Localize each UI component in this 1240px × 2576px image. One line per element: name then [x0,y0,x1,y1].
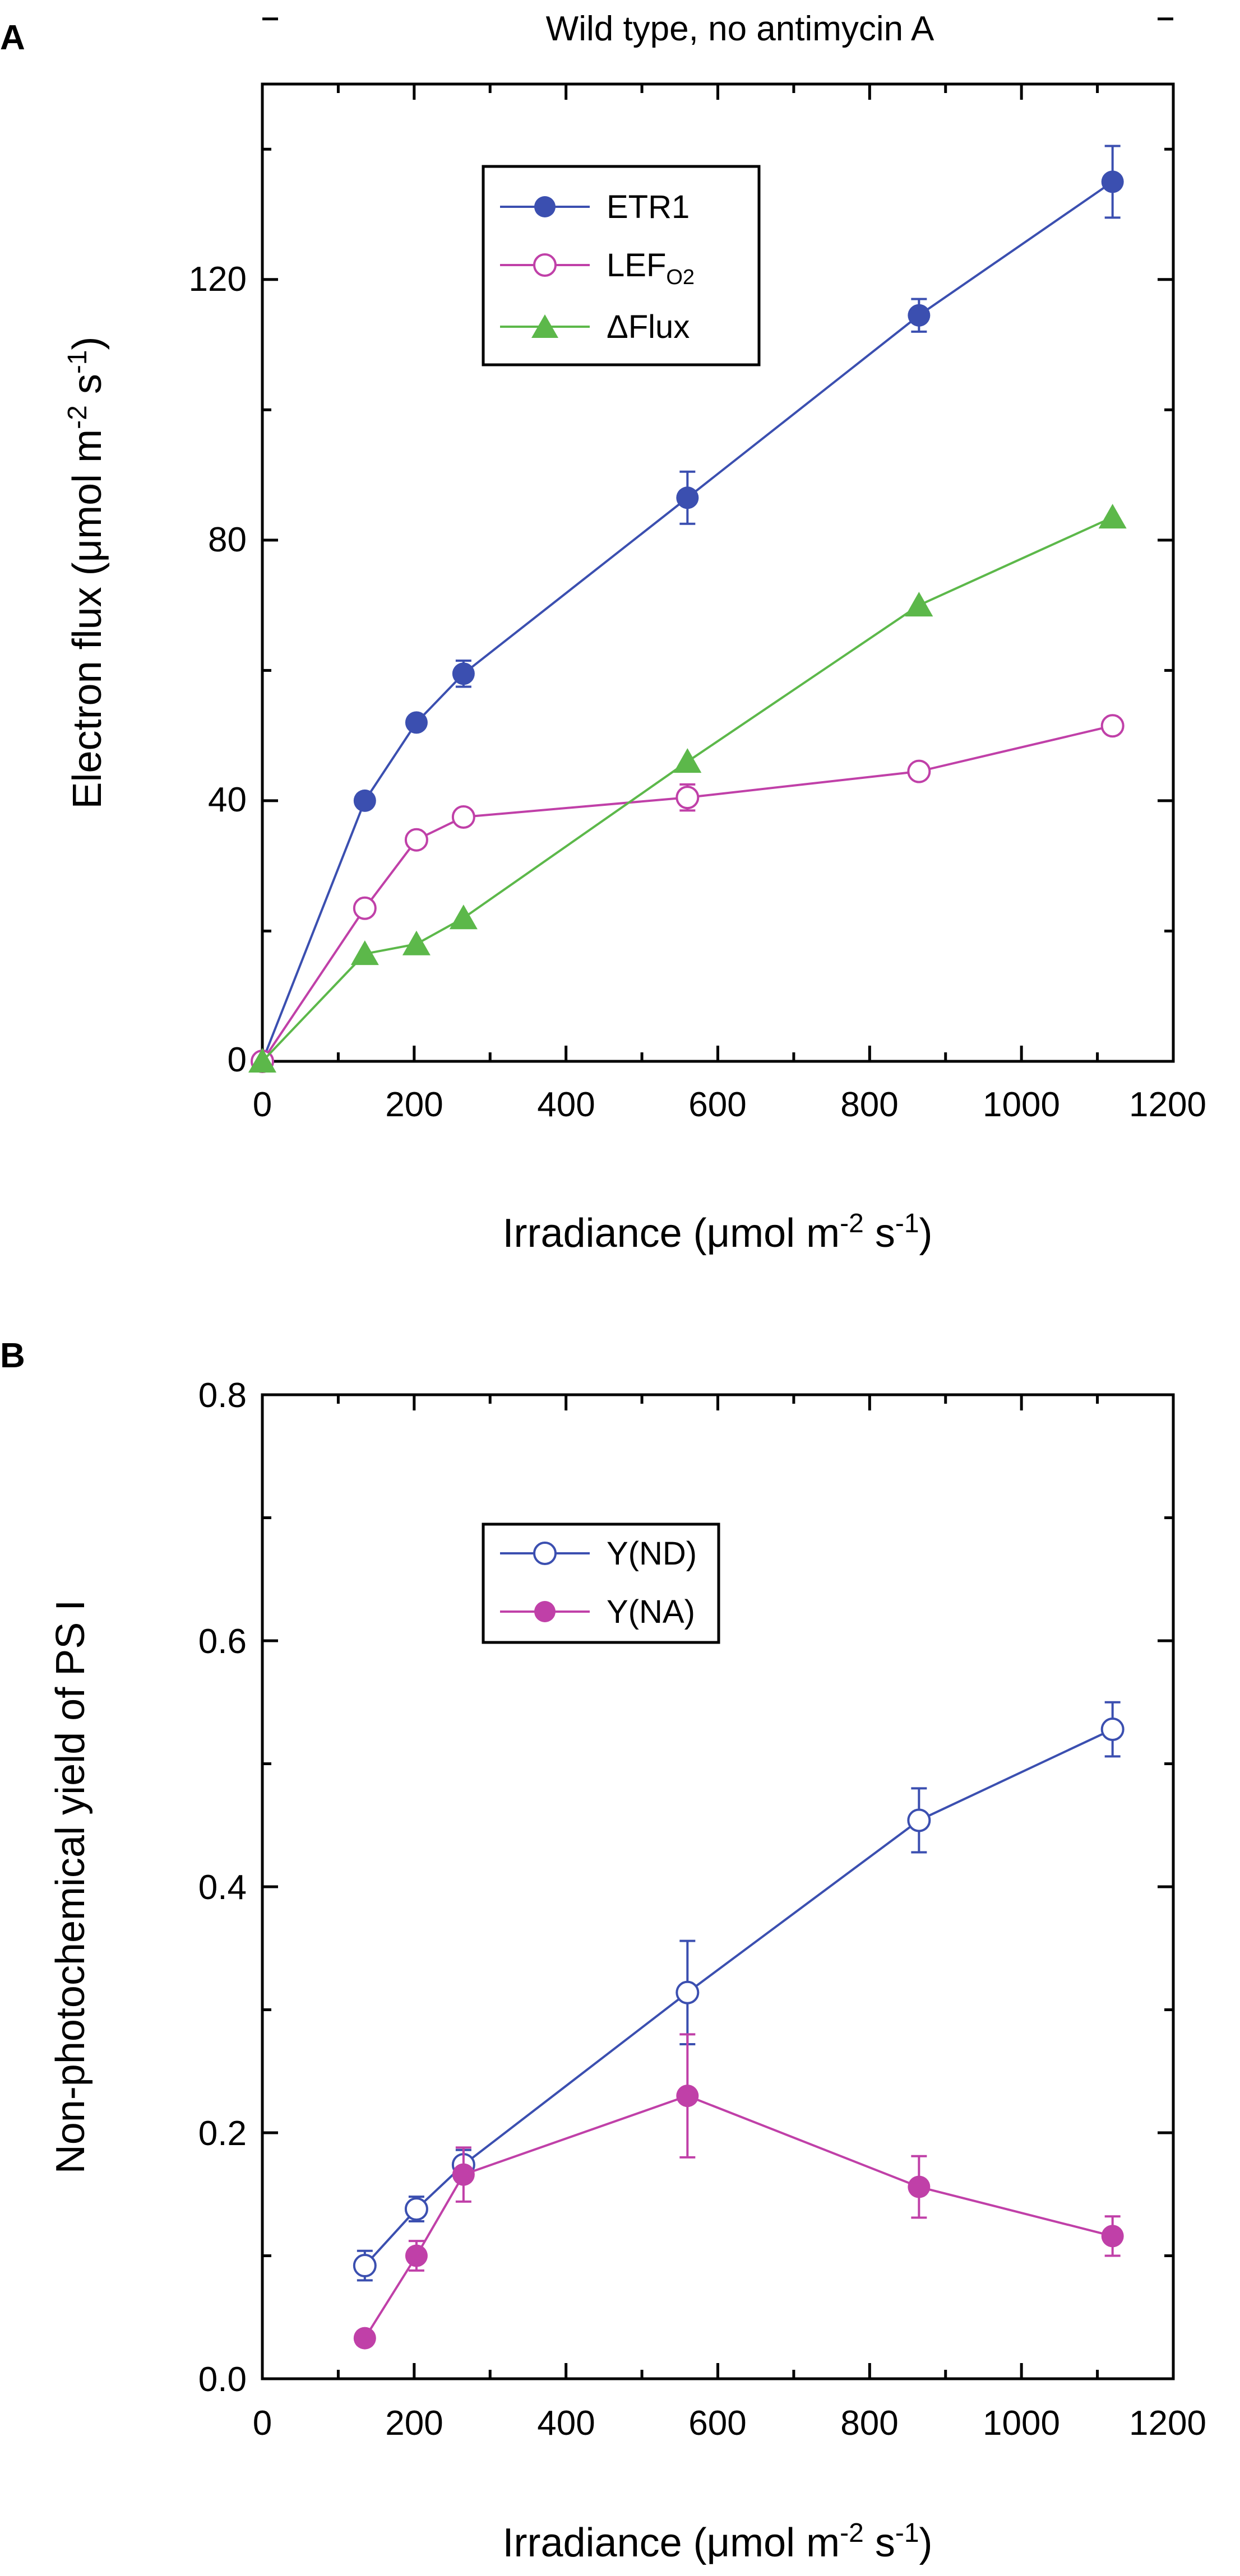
panel-b-legend-box [482,1523,720,1644]
data-point-flux [350,940,379,966]
data-point-flux [1098,504,1127,529]
panel-b-data [353,1701,1125,2350]
data-point-lefo2 [907,759,931,783]
panel-b-legend: Y(ND) Y(NA) [482,1523,720,1644]
panel-b-ytick-label: 0.0 [198,2360,247,2399]
data-point-etr1 [353,789,376,812]
panel-b: B 0.0 0.2 0.4 0.6 0.8 0 200 400 600 800 … [0,1336,1206,2565]
panel-a-letter: A [0,18,25,57]
data-point-flux [905,592,933,617]
panel-a-xtick-label: 400 [537,1085,595,1124]
data-point-flux [449,904,478,930]
data-point-flux [402,930,431,955]
panel-a-ticks [261,17,1175,1063]
panel-a-data [248,145,1127,1073]
panel-b-ytick-label: 0.8 [198,1376,247,1415]
data-point-flux [248,1048,276,1073]
panel-a-y-axis-label: Electron flux (μmol m-2 s-1) [63,336,110,809]
panel-a-xtick-label: 0 [253,1085,272,1124]
panel-a-xtick-label: 600 [688,1085,746,1124]
panel-a-legend: ETR1 LEFO2 ΔFlux [482,165,761,366]
panel-a-title: Wild type, no antimycin A [546,10,934,48]
panel-b-x-axis-label: Irradiance (μmol m-2 s-1) [502,2518,932,2565]
panel-a-ytick-label: 120 [189,260,247,299]
data-point-ynd [353,2254,377,2278]
panel-b-xtick-label: 0 [253,2404,272,2443]
data-point-etr1 [405,711,428,734]
legend-yna-label: Y(NA) [607,1594,695,1630]
legend-etr1-marker [534,196,556,217]
data-point-lefo2 [404,828,428,852]
panel-a-xtick-label: 200 [385,1085,443,1124]
panel-a-xtick-label: 1200 [1129,1085,1206,1124]
panel-b-y-axis-label: Non-photochemical yield of PS I [48,1600,93,2174]
legend-lefo2-marker [533,253,557,277]
panel-b-xtick-label: 600 [688,2404,746,2443]
data-point-etr1 [676,486,699,509]
panel-b-letter: B [0,1336,25,1375]
data-point-yna [908,2175,931,2198]
data-point-ynd [404,2197,428,2221]
panel-b-ytick-label: 0.6 [198,1622,247,1661]
panel-a: A Wild type, no antimycin A 0 40 80 120 … [0,10,1206,1256]
panel-a-xtick-label: 1000 [983,1085,1060,1124]
panel-b-ytick-label: 0.2 [198,2114,247,2153]
series-line-ynd [364,1728,1113,2267]
panel-b-ytick-label: 0.4 [198,1868,247,1907]
data-point-lefo2 [675,786,700,810]
panel-b-xtick-label: 1000 [983,2404,1060,2443]
panel-a-x-axis-label: Irradiance (μmol m-2 s-1) [502,1209,932,1256]
legend-dflux-label: ΔFlux [607,309,690,345]
panel-a-xtick-label: 800 [840,1085,898,1124]
data-point-etr1 [452,662,475,685]
data-point-lefo2 [1100,714,1125,738]
data-point-etr1 [908,304,931,327]
data-point-etr1 [1101,170,1124,193]
data-point-yna [676,2085,699,2108]
series-line-yna [364,2095,1113,2339]
panel-b-ticks [261,1393,1175,2380]
legend-dflux-marker [531,314,558,338]
legend-ynd-label: Y(ND) [607,1535,697,1572]
data-point-yna [452,2163,475,2186]
legend-etr1-label: ETR1 [607,189,690,225]
data-point-lefo2 [353,896,377,920]
data-point-yna [353,2327,376,2350]
data-point-flux [673,748,702,773]
data-point-ynd [675,1980,700,2004]
panel-a-ytick-label: 0 [228,1041,247,1079]
panel-a-ytick-label: 80 [208,521,247,559]
series-line-lefo2 [261,725,1113,1062]
data-point-ynd [907,1808,931,1832]
panel-b-xtick-label: 200 [385,2404,443,2443]
data-point-yna [1101,2225,1124,2248]
data-point-ynd [1100,1718,1125,1742]
panel-b-xtick-label: 400 [537,2404,595,2443]
panel-b-xtick-label: 1200 [1129,2404,1206,2443]
data-point-lefo2 [451,805,475,829]
legend-ynd-marker [533,1542,557,1565]
data-point-yna [405,2244,428,2267]
legend-lefo2-label: LEFO2 [607,247,695,289]
panel-a-ytick-label: 40 [208,781,247,819]
panel-b-xtick-label: 800 [840,2404,898,2443]
legend-yna-marker [534,1601,556,1622]
